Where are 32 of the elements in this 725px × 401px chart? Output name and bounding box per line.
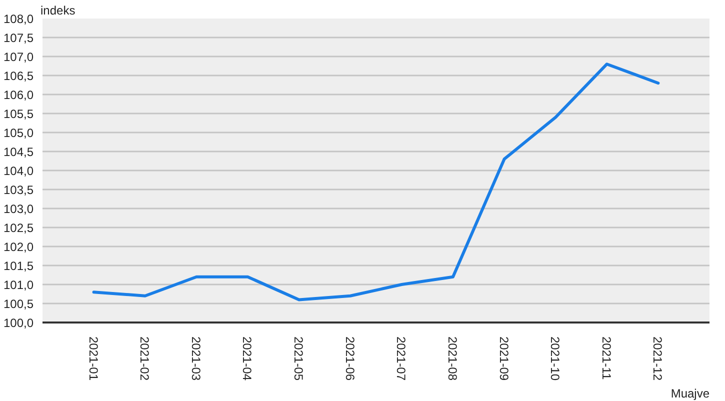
y-tick-label: 100,5 [3, 297, 34, 311]
y-tick-label: 107,0 [3, 50, 34, 64]
y-tick-label: 105,0 [3, 126, 34, 140]
x-tick-label: 2021-03 [188, 336, 203, 381]
x-tick-label: 2021-05 [292, 336, 306, 381]
x-tick-label: 2021-08 [445, 336, 460, 381]
y-tick-label: 102,0 [3, 240, 34, 254]
y-tick-label: 108,0 [3, 12, 34, 26]
x-axis-title: Muajve [670, 386, 710, 400]
y-tick-label: 106,0 [3, 88, 34, 102]
x-tick-label: 2021-11 [599, 336, 614, 380]
y-axis-title: indeks [40, 4, 76, 18]
x-tick-label: 2021-04 [240, 336, 254, 381]
y-tick-label: 102,5 [3, 221, 34, 235]
y-tick-label: 100,0 [3, 316, 34, 330]
x-tick-label: 2021-06 [342, 336, 357, 381]
line-series [92, 62, 660, 302]
y-tick-label: 107,5 [3, 31, 34, 45]
x-tick-label: 2021-02 [138, 336, 152, 381]
y-tick-label: 104,5 [3, 145, 34, 159]
y-tick-label: 101,0 [3, 278, 34, 292]
x-tick-label: 2021-10 [548, 336, 562, 381]
x-tick-label: 2021-12 [650, 336, 665, 381]
y-tick-label: 103,0 [3, 202, 34, 216]
x-tick-label: 2021-09 [496, 336, 511, 381]
y-tick-label: 103,5 [3, 183, 34, 197]
y-tick-label: 105,5 [3, 107, 34, 121]
y-tick-label: 106,5 [3, 69, 34, 83]
x-tick-label: 2021-07 [394, 336, 408, 381]
y-tick-label: 101,5 [3, 259, 34, 273]
y-tick-label: 104,0 [3, 164, 34, 178]
x-tick-label: 2021-01 [86, 336, 100, 381]
